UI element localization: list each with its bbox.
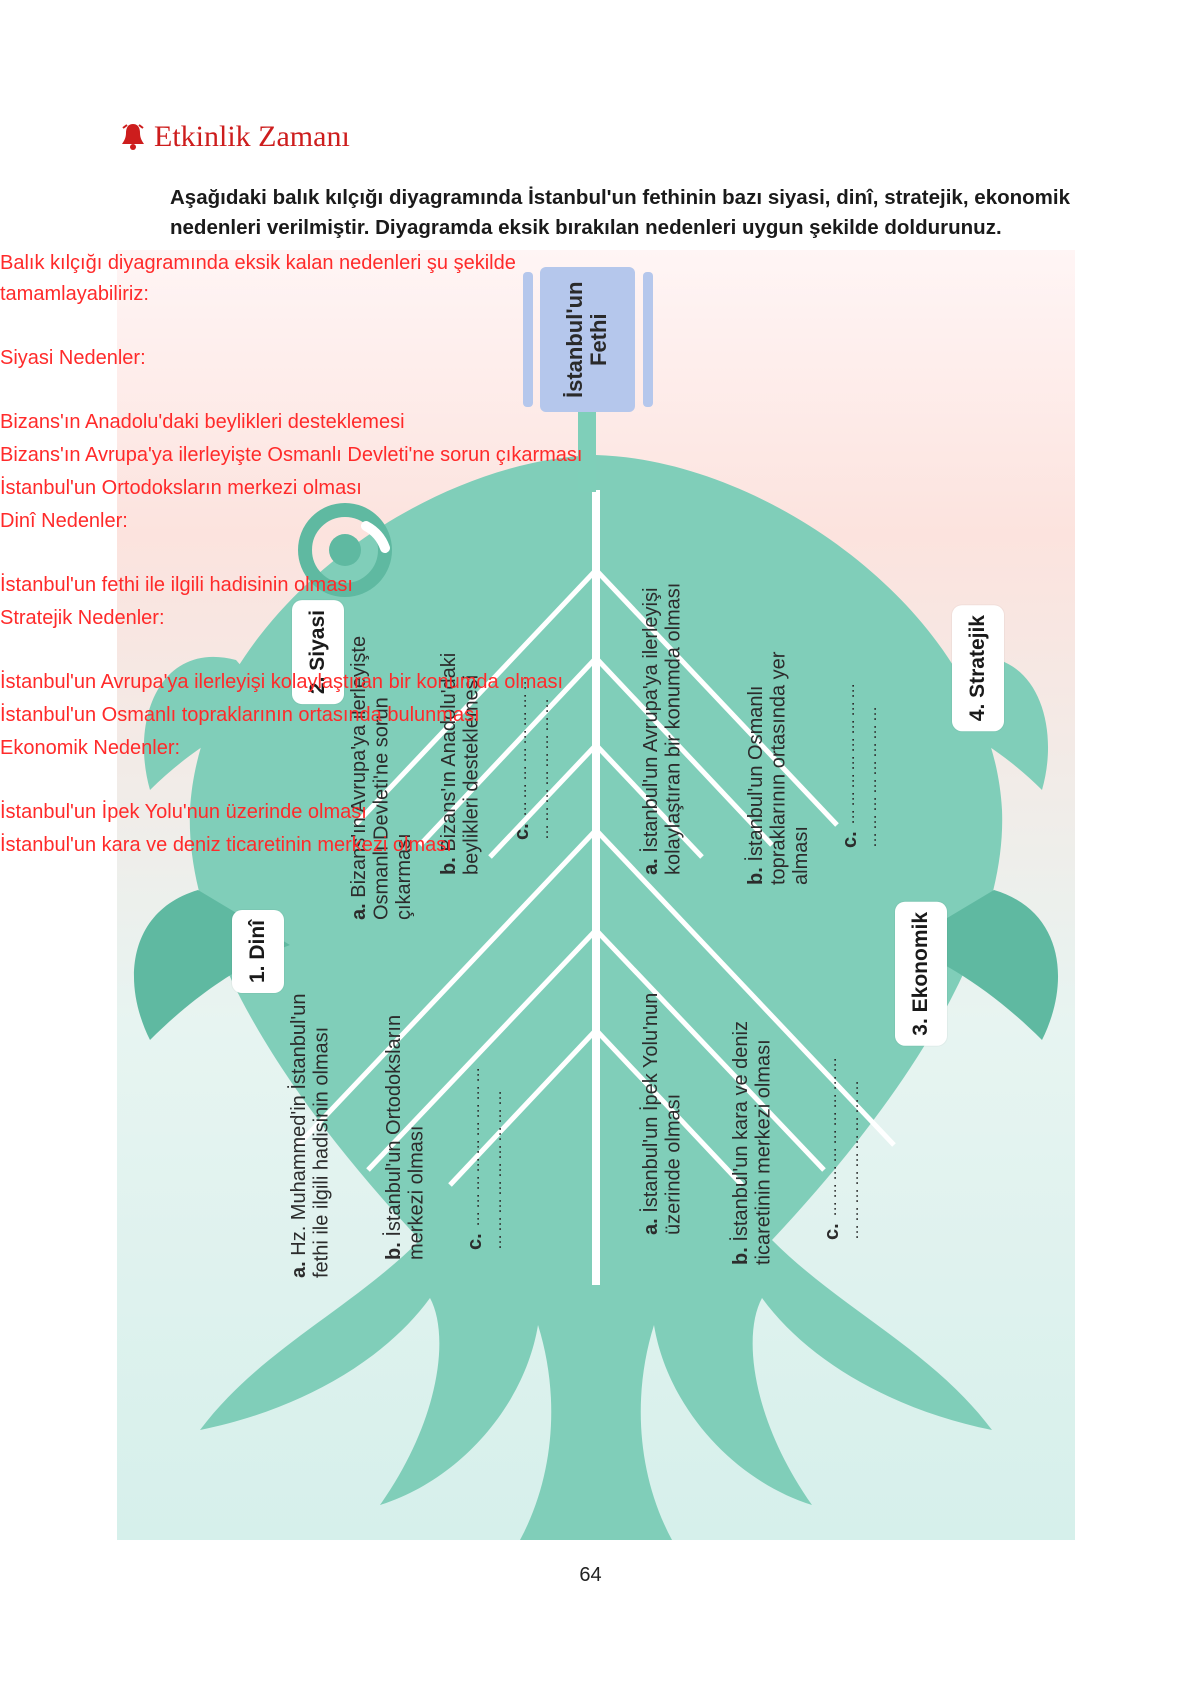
answer-item: İstanbul'un Ortodoksların merkezi olması [0,473,600,504]
page-number: 64 [0,1564,1181,1587]
answer-intro: Balık kılçığı diyagramında eksik kalan n… [0,248,600,310]
bone-ekonomik-b: b. İstanbul'un kara ve deniz ticaretinin… [730,1005,775,1265]
bone-stratejik-b: b. İstanbul'un Osmanlı topraklarının ort… [745,620,812,885]
answer-item: İstanbul'un İpek Yolu'nun üzerinde olmas… [0,797,600,828]
answer-heading: Dinî Nedenler: [0,506,600,537]
bone-dini-a: a. Hz. Muhammed'in İstanbul'un fethi ile… [288,958,333,1278]
category-dini: 1. Dinî [232,910,284,993]
category-stratejik: 4. Stratejik [952,605,1004,731]
answer-item: İstanbul'un kara ve deniz ticaretinin me… [0,830,600,861]
answer-item: İstanbul'un Osmanlı topraklarının ortası… [0,700,600,731]
head-decor [643,272,653,407]
bone-stratejik-a: a. İstanbul'un Avrupa'ya ilerleyişi kola… [640,555,685,875]
bone-ekonomik-a: a. İstanbul'un İpek Yolu'nun üzerinde ol… [640,975,685,1235]
answer-item: İstanbul'un Avrupa'ya ilerleyişi kolayla… [0,667,600,698]
instruction-text: Aşağıdaki balık kılçığı diyagramında İst… [170,183,1070,242]
answer-item: Bizans'ın Anadolu'daki beylikleri destek… [0,407,600,438]
bone-dini-c-blank[interactable]: c. ……………………………………………… [463,1050,506,1250]
answer-heading: Siyasi Nedenler: [0,343,600,374]
answer-heading: Stratejik Nedenler: [0,603,600,634]
category-ekonomik: 3. Ekonomik [895,902,947,1046]
answer-item: İstanbul'un fethi ile ilgili hadisinin o… [0,570,600,601]
answer-item: Bizans'ın Avrupa'ya ilerleyişte Osmanlı … [0,440,600,471]
bone-dini-b: b. İstanbul'un Ortodoksların merkezi olm… [383,1010,428,1260]
bell-icon [120,122,146,152]
answer-heading: Ekonomik Nedenler: [0,733,600,764]
activity-title: Etkinlik Zamanı [154,120,350,154]
bone-stratejik-c-blank[interactable]: c. ………………………………………… [838,658,881,848]
page: İstanbul'un Fethi 1. Dinî 2. Siyasi 3. E… [0,0,1181,1683]
bone-ekonomik-c-blank[interactable]: c. ……………………………………………… [820,1040,863,1240]
answer-overlay: Balık kılçığı diyagramında eksik kalan n… [0,248,600,863]
activity-header: Etkinlik Zamanı [120,120,350,154]
